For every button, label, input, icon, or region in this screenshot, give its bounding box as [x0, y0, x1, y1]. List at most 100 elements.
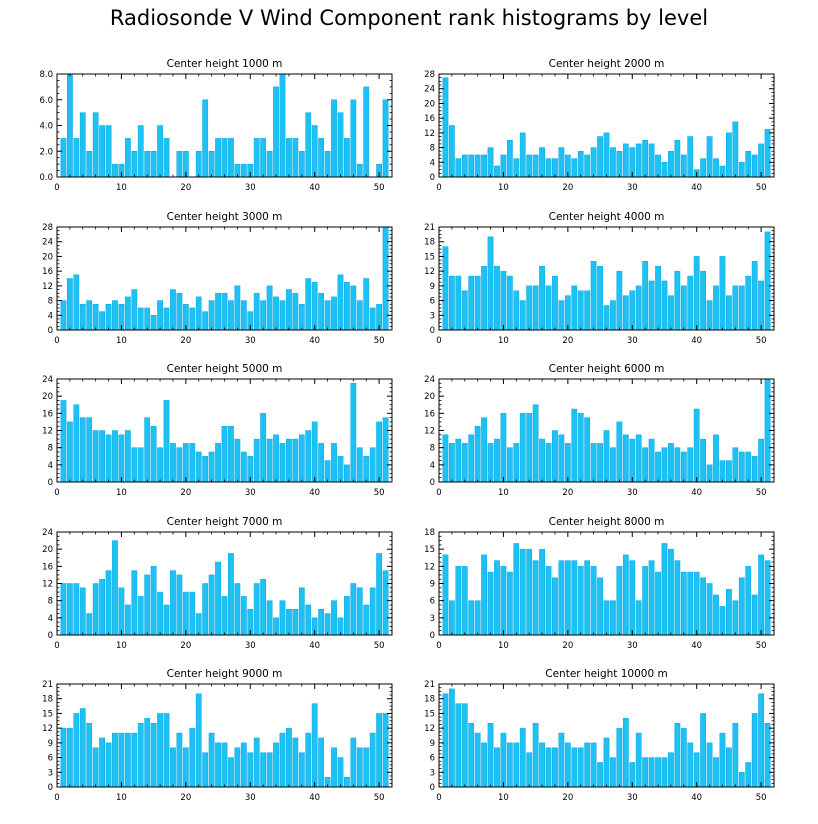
bar	[726, 460, 732, 483]
bar	[513, 443, 520, 483]
bar	[208, 574, 215, 636]
y-tick-label: 20	[424, 99, 435, 109]
y-tick-label: 8	[430, 144, 435, 154]
bar	[202, 583, 209, 636]
bar	[532, 154, 539, 178]
bar	[170, 570, 176, 636]
panel-8: Center height 8000 m 0 3 6 9 12 15 18 0 10 20 30 40 5…	[424, 516, 775, 651]
bar	[170, 747, 176, 788]
bar	[266, 151, 273, 178]
bar	[273, 296, 279, 331]
bar	[144, 574, 151, 636]
y-tick-label: 15	[424, 709, 435, 719]
bar	[112, 300, 118, 331]
x-tick-label: 20	[562, 488, 573, 498]
bar	[382, 226, 389, 331]
x-tick-label: 50	[374, 641, 385, 651]
bar	[706, 583, 713, 636]
y-tick-label: 0	[48, 783, 53, 793]
bar	[305, 278, 312, 331]
y-tick-label: 8	[48, 597, 53, 607]
bar	[356, 163, 363, 178]
bar	[448, 275, 455, 331]
bar	[382, 713, 389, 788]
bar	[693, 408, 700, 483]
x-tick-label: 0	[436, 793, 441, 803]
bar	[655, 571, 661, 636]
bar	[571, 158, 578, 178]
bar	[564, 742, 571, 788]
bar	[577, 413, 584, 483]
bar	[680, 451, 687, 483]
bar	[474, 732, 481, 788]
bar	[706, 300, 713, 331]
bar	[577, 151, 584, 178]
bar	[331, 600, 337, 636]
bar	[448, 600, 455, 636]
bar	[253, 737, 260, 788]
bar	[73, 404, 80, 483]
bar	[150, 315, 157, 331]
x-tick-label: 30	[627, 336, 638, 346]
bar	[519, 413, 526, 483]
bar	[215, 138, 221, 178]
bar	[318, 609, 325, 636]
bar	[642, 566, 649, 636]
bar	[674, 560, 681, 636]
bar	[442, 693, 449, 788]
bar	[680, 571, 687, 636]
bar	[73, 583, 80, 636]
x-tick-label: 0	[436, 488, 441, 498]
bar	[481, 742, 487, 788]
y-tick-label: 3	[48, 768, 53, 778]
panel-7: Center height 7000 m 0 4 8 12 16 20 24 0 10 20 30 40…	[42, 516, 393, 651]
bar	[758, 280, 764, 331]
bar	[150, 566, 157, 636]
bar	[661, 280, 668, 331]
x-tick-label: 20	[562, 793, 573, 803]
bar	[668, 548, 674, 636]
bar	[448, 443, 455, 483]
bar	[687, 136, 694, 178]
x-tick-label: 0	[436, 641, 441, 651]
bar	[176, 447, 183, 483]
bar	[461, 566, 468, 636]
bar	[279, 732, 286, 788]
bar	[344, 281, 350, 331]
y-tick-label: 24	[424, 85, 435, 95]
panel-title: Center height 9000 m	[167, 668, 283, 680]
bar	[532, 722, 539, 788]
bar	[163, 307, 170, 331]
y-tick-label: 24	[42, 238, 53, 248]
y-tick-label: 28	[424, 70, 435, 80]
x-tick-label: 20	[180, 336, 191, 346]
bar	[732, 447, 739, 483]
bar	[571, 747, 578, 788]
bar	[713, 594, 719, 636]
bar	[513, 543, 520, 636]
bar	[552, 275, 558, 331]
bar	[564, 443, 571, 483]
y-tick-label: 12	[424, 562, 435, 572]
bar	[279, 73, 286, 178]
bar	[118, 587, 125, 636]
bar	[506, 571, 513, 636]
x-tick-label: 0	[54, 183, 59, 193]
x-tick-label: 30	[245, 183, 256, 193]
bar	[260, 578, 267, 636]
bar	[253, 438, 260, 483]
bar	[622, 143, 629, 178]
bar	[713, 158, 719, 178]
bar	[253, 138, 260, 178]
bar	[363, 456, 370, 483]
bar	[273, 742, 279, 788]
bar	[176, 151, 183, 178]
bar	[693, 752, 700, 788]
bar	[629, 438, 636, 483]
bar	[105, 125, 112, 178]
bar	[764, 722, 771, 788]
bar	[215, 292, 221, 331]
y-tick-label: 15	[424, 252, 435, 262]
bar	[331, 443, 337, 483]
panel-title: Center height 7000 m	[167, 516, 283, 528]
